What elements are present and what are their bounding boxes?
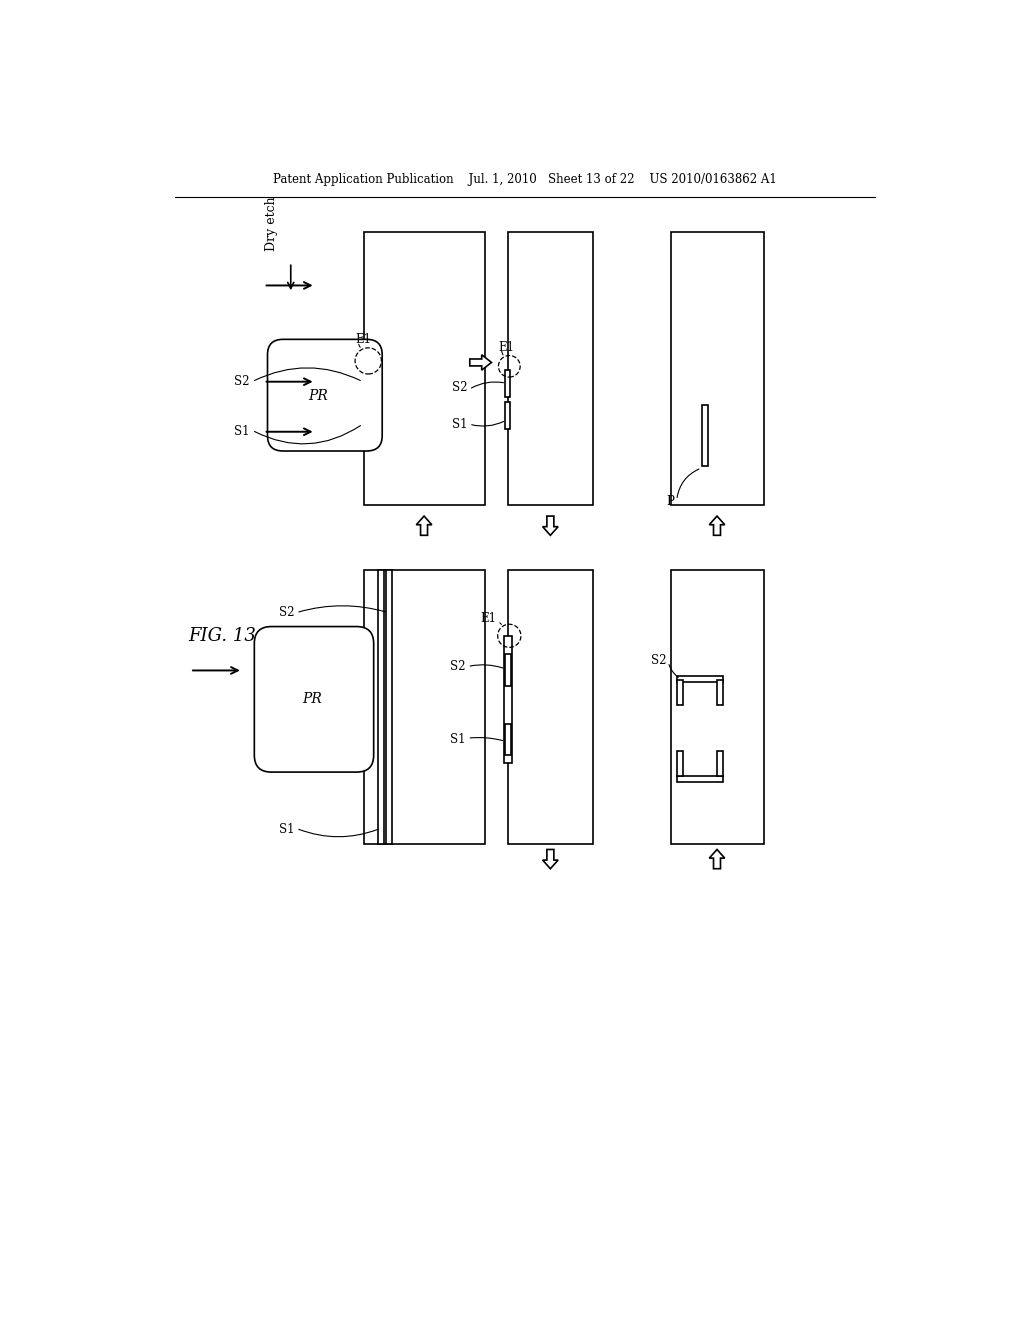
Text: S1: S1 [450,733,465,746]
Text: E1: E1 [499,341,514,354]
Bar [506,725,511,755]
Text: FIG. 13: FIG. 13 [188,627,256,644]
Text: S2: S2 [450,660,465,673]
Polygon shape [417,516,432,536]
Text: S1: S1 [452,417,467,430]
Bar [365,570,484,843]
Bar [378,570,384,843]
Bar [508,570,593,843]
Text: S2: S2 [234,375,250,388]
Bar [671,570,764,843]
Bar [677,676,723,682]
FancyBboxPatch shape [254,627,374,772]
Bar [677,681,683,705]
Bar [677,776,723,781]
Text: S2: S2 [452,381,467,395]
Text: E1: E1 [355,333,371,346]
Text: Patent Application Publication    Jul. 1, 2010   Sheet 13 of 22    US 2010/01638: Patent Application Publication Jul. 1, 2… [273,173,776,186]
Text: S1: S1 [280,824,295,837]
Text: PR: PR [308,388,328,403]
Bar [365,231,484,506]
Polygon shape [470,355,492,370]
Text: S1: S1 [234,425,250,438]
Bar [361,404,368,436]
Bar [701,405,708,466]
Bar [508,231,593,506]
Text: S2: S2 [280,606,295,619]
Bar [717,681,723,705]
Bar [717,751,723,776]
Bar [505,370,510,397]
Bar [505,403,510,429]
Polygon shape [710,516,725,536]
Text: Dry etch: Dry etch [265,197,278,251]
Polygon shape [543,516,558,536]
Bar [504,636,512,763]
Bar [506,653,511,686]
Bar [361,364,368,397]
Polygon shape [543,850,558,869]
FancyBboxPatch shape [267,339,382,451]
Bar [386,570,391,843]
Text: E1: E1 [480,612,496,626]
Polygon shape [710,850,725,869]
Bar [677,751,683,776]
Text: PR: PR [302,692,323,706]
Bar [671,231,764,506]
Text: S2: S2 [651,653,667,667]
Text: P: P [667,495,675,508]
